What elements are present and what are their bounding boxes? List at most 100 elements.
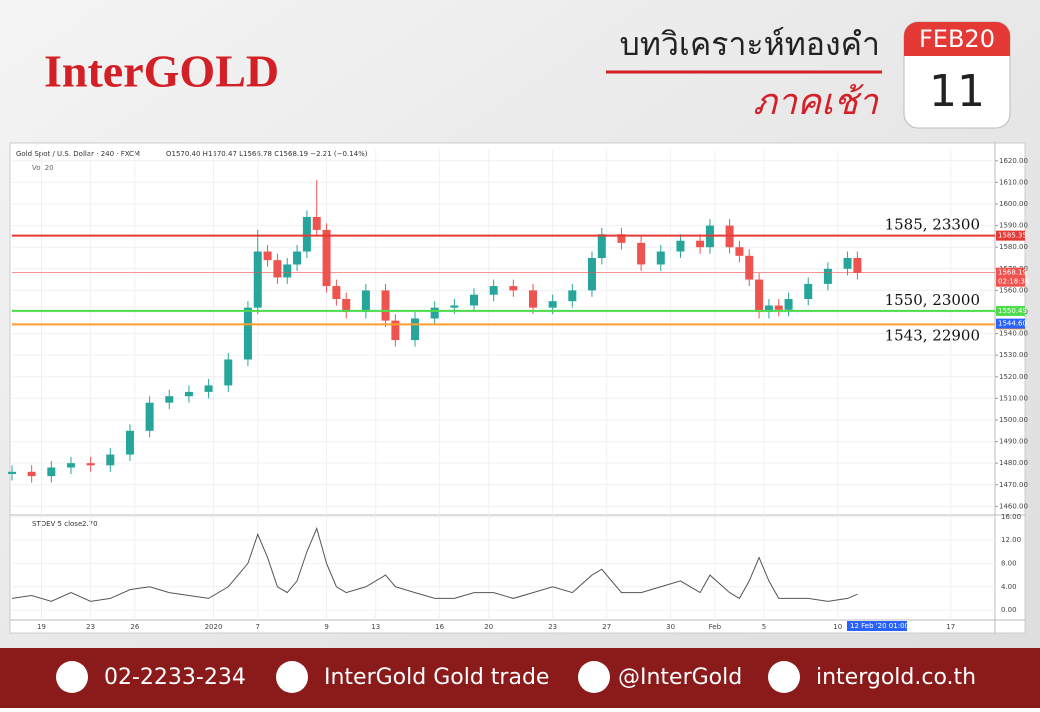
candle-body — [528, 290, 537, 308]
facebook-icon — [276, 661, 308, 693]
candle-body — [745, 255, 754, 280]
candle-body — [587, 257, 596, 291]
candle-body — [243, 307, 252, 360]
candle-body — [489, 286, 498, 295]
y-tick-label: 1480.00 — [999, 459, 1028, 467]
cursor-tag — [847, 621, 907, 631]
web-icon — [768, 661, 800, 693]
y-tick-label: 12.00 — [1001, 536, 1021, 544]
candle-body — [263, 251, 272, 261]
ohlc: O1570.40 H1570.47 L1566.78 C1568.19 −2.2… — [166, 150, 368, 158]
x-tick-label: 10 — [833, 623, 842, 631]
level-label: 1543, 22900 — [885, 326, 980, 344]
candle-body — [568, 290, 577, 302]
footer — [0, 648, 1040, 708]
title: บทวิเคราะห์ทองคำ — [620, 25, 880, 63]
last-price-text: 1568.19 — [998, 269, 1027, 277]
calendar-day: 11 — [929, 66, 985, 117]
y-tick-label: 4.00 — [1001, 583, 1017, 591]
candle-body — [184, 391, 193, 397]
candle-body — [361, 290, 370, 312]
level-tag — [996, 230, 1025, 241]
y-tick-label: 1600.00 — [999, 200, 1028, 208]
candle-body — [342, 299, 351, 312]
website: intergold.co.th — [816, 665, 976, 690]
candle-body — [696, 240, 705, 248]
candle-body — [411, 318, 420, 341]
x-tick-label: 30 — [666, 623, 675, 631]
y-tick-label: 1610.00 — [999, 178, 1028, 186]
stdev-line — [11, 526, 858, 602]
level-label: 1585, 23300 — [885, 216, 980, 234]
y-tick-label: 1590.00 — [999, 222, 1028, 230]
candle-body — [224, 359, 233, 386]
x-tick-label: 2020 — [205, 623, 223, 631]
candle-body — [784, 299, 793, 310]
level-tag-text: 1550.49 — [998, 307, 1027, 315]
x-tick-label: 19 — [37, 623, 46, 631]
candle-body — [450, 305, 459, 308]
candle-body — [656, 251, 665, 265]
candle-body — [253, 251, 262, 308]
cursor-label: 12 Feb '20 01:00 — [850, 622, 909, 630]
x-tick-label: 7 — [256, 623, 260, 631]
candle-body — [273, 260, 282, 278]
candle-body — [332, 286, 341, 300]
x-tick-label: 13 — [371, 623, 380, 631]
y-tick-label: 1500.00 — [999, 416, 1028, 424]
chart-frame — [9, 142, 1026, 634]
instrument: Gold Spot / U.S. Dollar · 240 · FXCM — [16, 150, 140, 158]
candle-body — [8, 471, 16, 474]
candle-body — [47, 467, 56, 477]
facebook: InterGold Gold trade — [324, 665, 549, 690]
y-tick-label: 1540.00 — [999, 330, 1028, 338]
candle-body — [853, 257, 862, 273]
candle-body — [302, 216, 311, 252]
x-tick-label: 5 — [762, 623, 766, 631]
y-tick-label: 8.00 — [1001, 559, 1017, 567]
candle-body — [804, 283, 813, 300]
x-tick-label: 9 — [324, 623, 328, 631]
y-tick-label: 1580.00 — [999, 243, 1028, 251]
y-tick-label: 1620.00 — [999, 157, 1028, 165]
y-tick-label: 1490.00 — [999, 438, 1028, 446]
price-tag-text: 1544.60 — [998, 320, 1027, 328]
candle-body — [843, 257, 852, 269]
candle-body — [145, 402, 154, 431]
x-tick-label: Feb — [709, 623, 722, 631]
y-tick-label: 1520.00 — [999, 373, 1028, 381]
y-tick-label: 1530.00 — [999, 351, 1028, 359]
candle-body — [597, 234, 606, 258]
level-tag-text: 1585.35 — [998, 232, 1027, 240]
volume-label: Vol 20 — [32, 164, 54, 172]
line-id: @InterGold — [618, 665, 742, 690]
logo: InterGOLD — [44, 46, 279, 97]
candle-body — [391, 320, 400, 341]
candle-body — [27, 471, 36, 477]
candle-body — [293, 251, 302, 265]
candle-body — [283, 264, 292, 278]
y-tick-label: 1560.00 — [999, 286, 1028, 294]
session: ภาคเช้า — [753, 82, 880, 123]
y-tick-label: 1470.00 — [999, 481, 1028, 489]
candle-body — [764, 305, 773, 312]
line-icon — [578, 661, 610, 693]
candle-body — [755, 279, 764, 312]
y-tick-label: 0.00 — [1001, 606, 1017, 614]
candle-body — [322, 229, 331, 287]
candle-body — [823, 268, 832, 284]
candle-body — [509, 286, 518, 291]
y-tick-label: 16.00 — [1001, 513, 1021, 521]
stdev-value: 2.70 — [82, 520, 98, 528]
candle-body — [106, 454, 115, 466]
last-price-tag — [996, 267, 1025, 287]
calendar-top — [904, 22, 1010, 56]
candle-body — [312, 216, 321, 230]
candle-body — [470, 294, 479, 306]
candle-body — [381, 290, 390, 321]
candle-body — [774, 305, 783, 310]
candle-body — [165, 396, 174, 403]
candle-body — [637, 242, 646, 265]
x-tick-label: 20 — [484, 623, 493, 631]
